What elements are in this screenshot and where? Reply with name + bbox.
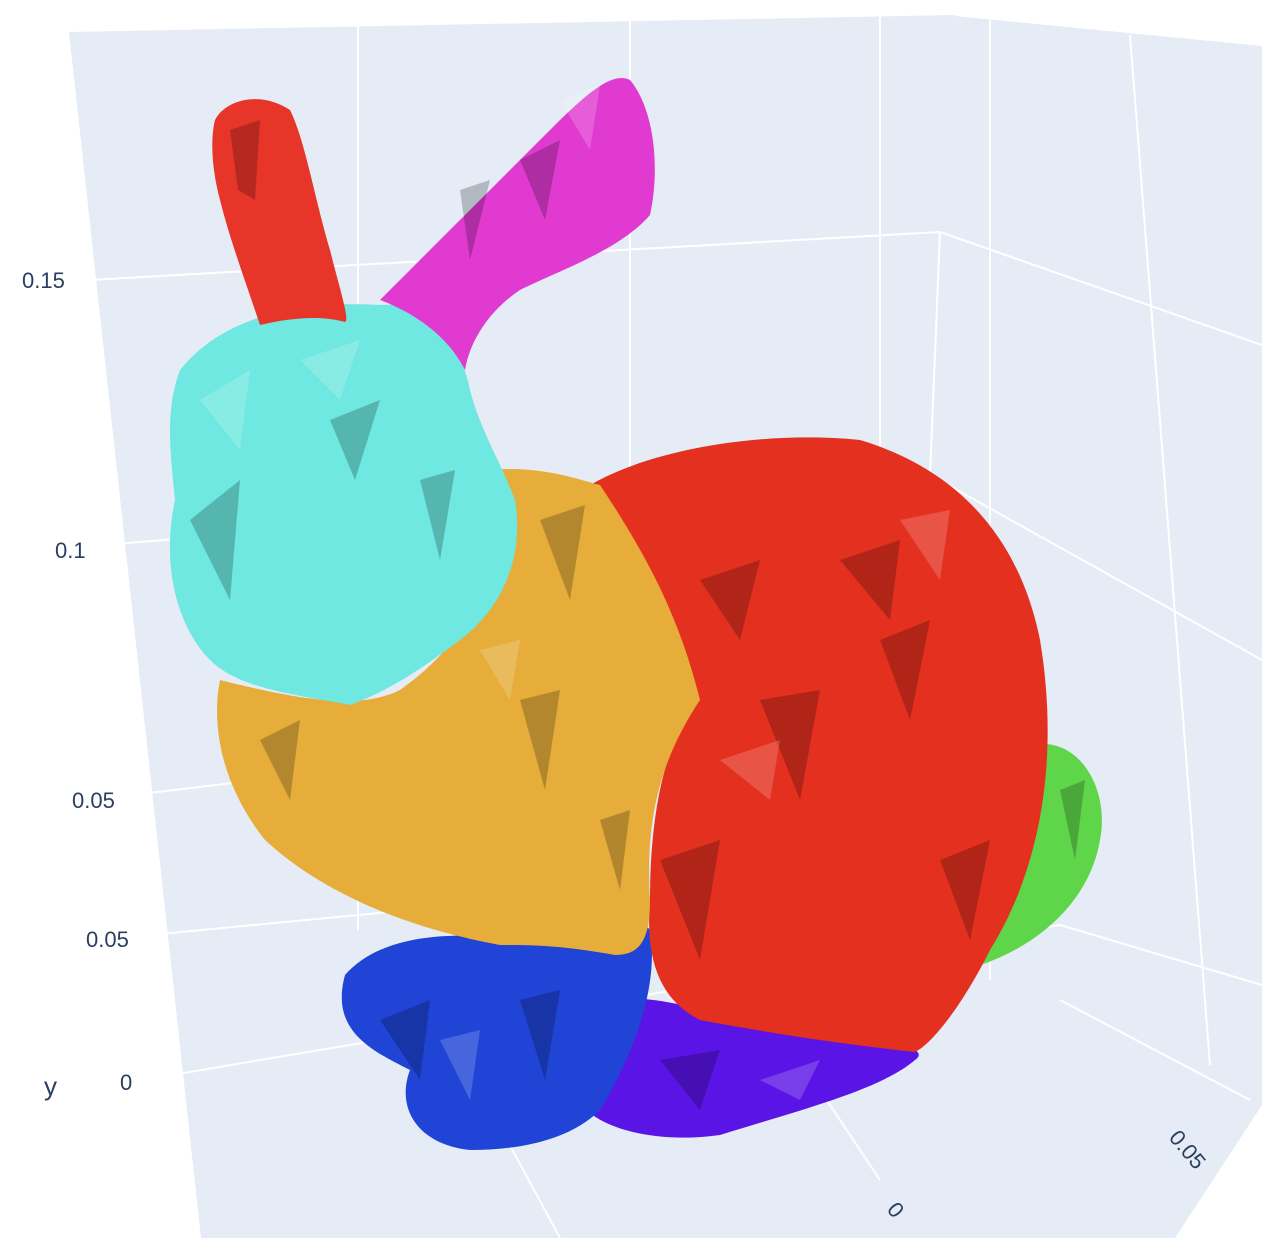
y-axis-title: y (44, 1071, 57, 1101)
mesh-segment-right-ear[interactable] (380, 78, 655, 371)
mesh-segment-chest[interactable] (217, 468, 700, 955)
mesh-segment-hind-foot[interactable] (580, 998, 919, 1138)
bunny-mesh[interactable] (169, 78, 1102, 1150)
mesh-shading (190, 120, 1085, 1110)
mesh-segment-left-ear[interactable] (212, 99, 347, 325)
mesh-segment-front-feet[interactable] (341, 922, 652, 1150)
mesh-highlights (200, 85, 950, 1100)
mesh-segment-head[interactable] (169, 304, 518, 705)
z-tick-label: 0.05 (72, 788, 115, 813)
mesh-segment-body[interactable] (590, 437, 1048, 1053)
z-tick-label: 0.1 (55, 538, 86, 563)
z-tick-label: 0.15 (22, 268, 65, 293)
y-tick-label: 0.05 (86, 927, 129, 952)
y-tick-label: 0 (120, 1070, 132, 1095)
